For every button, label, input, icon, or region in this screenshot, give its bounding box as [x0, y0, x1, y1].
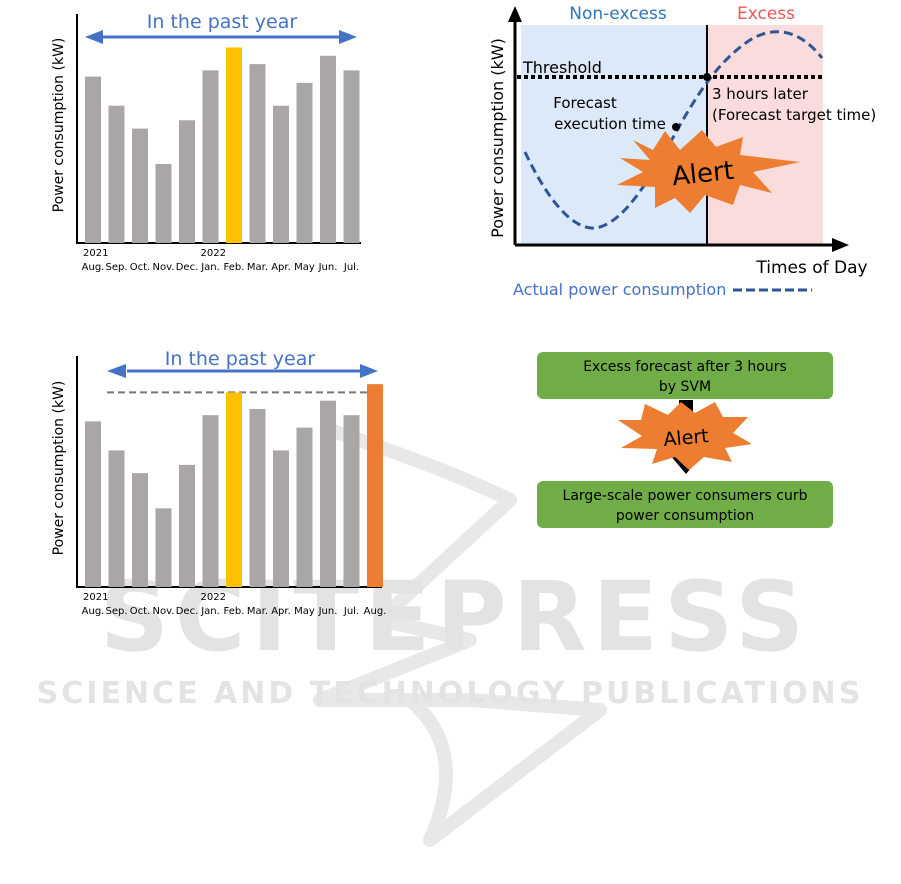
x-tick-label: Feb.	[224, 606, 245, 617]
tick-labels: Aug. Sep. Oct. Nov. Dec. Jan. Feb. Mar. Apr. May J…	[82, 592, 387, 617]
span-label: In the past year	[165, 348, 316, 370]
span-arrow-left-head	[107, 364, 126, 378]
bars	[85, 384, 383, 587]
x-tick-label: Aug.	[364, 606, 387, 617]
y-axis-arrowhead	[508, 6, 522, 22]
alert-burst	[617, 130, 800, 213]
bar-oct-2	[132, 473, 148, 587]
x-tick-label: Nov.	[153, 262, 175, 273]
y-axis-label: Power consumption (kW)	[51, 381, 67, 556]
x-tick-label: Sep.	[105, 262, 127, 273]
flow-alert-burst	[618, 402, 752, 470]
bar-oct-2	[132, 128, 148, 243]
bar-feb-6	[226, 392, 242, 587]
x-tick-label: Sep.	[105, 606, 127, 617]
bar-jun-10	[320, 55, 336, 243]
bar-apr-8	[273, 105, 289, 243]
non-excess-label: Non-excess	[569, 4, 667, 24]
x-axis-label: Times of Day	[755, 258, 867, 278]
x-tick-label: Oct.	[130, 262, 150, 273]
bars	[85, 47, 360, 244]
x-tick-label: Aug.	[82, 262, 105, 273]
x-tick-label: Nov.	[153, 606, 175, 617]
span-arrow-right-head	[339, 30, 357, 44]
x-axis-arrowhead	[832, 238, 849, 252]
x-tick-label: May	[294, 606, 315, 617]
forecast-line-chart: Non-excess Excess Power consumption (kW)…	[488, 4, 876, 299]
forecast-label-line1: Forecast	[553, 94, 617, 112]
x-tick-label: Dec.	[176, 606, 199, 617]
bar-may-9	[296, 82, 313, 243]
bar-feb-6	[226, 47, 242, 244]
x-tick-label: Dec.	[176, 262, 199, 273]
flow-alert-label: Alert	[663, 425, 710, 451]
x-tick-label: May	[294, 262, 315, 273]
excess-label: Excess	[737, 4, 795, 24]
alert-label: Alert	[671, 156, 736, 192]
x-tick-label: Aug.	[82, 606, 105, 617]
x-tick-label: Jul.	[343, 606, 359, 617]
bar-apr-8	[273, 450, 289, 587]
excess-region	[707, 25, 823, 245]
bar-may-9	[296, 427, 313, 587]
target-label-line2: (Forecast target time)	[712, 106, 876, 124]
year-label: 2021	[83, 248, 108, 259]
y-axis-label: Power consumption (kW)	[488, 38, 507, 238]
watermark-swoosh	[313, 423, 607, 847]
threshold-label: Threshold	[522, 58, 602, 77]
alert-flow-diagram: Excess forecast after 3 hours by SVM Ale…	[537, 352, 833, 528]
bar-dec-4	[179, 120, 195, 243]
forecast-execution-point	[672, 123, 680, 131]
x-tick-label: Jun.	[318, 606, 338, 617]
forecast-target-point	[703, 73, 711, 81]
x-tick-label: Jan.	[200, 606, 220, 617]
x-tick-label: Jan.	[200, 262, 220, 273]
bar-jul-11	[343, 415, 360, 587]
bar-aug-12	[367, 384, 383, 587]
flow-box-curb-line2: power consumption	[616, 508, 754, 524]
bar-chart-past-year: In the past year Power consumption (kW) …	[51, 11, 361, 273]
bar-aug-0	[85, 76, 101, 243]
span-label: In the past year	[147, 11, 298, 33]
span-arrow-left-head	[85, 30, 103, 44]
span-arrow-right-head	[360, 364, 378, 378]
non-excess-region	[521, 25, 707, 245]
bar-mar-7	[249, 408, 266, 587]
legend-label: Actual power consumption	[513, 280, 726, 299]
x-tick-label: Apr.	[271, 606, 291, 617]
year-label: 2022	[201, 248, 226, 259]
y-axis-label: Power consumption (kW)	[51, 38, 67, 213]
bar-nov-3	[155, 508, 172, 587]
x-tick-label: Feb.	[224, 262, 245, 273]
watermark-small-text: SCIENCE AND TECHNOLOGY PUBLICATIONS	[37, 676, 864, 711]
bar-jun-10	[320, 400, 336, 587]
bar-mar-7	[249, 64, 266, 244]
bar-jul-11	[343, 70, 360, 243]
x-tick-label: Apr.	[271, 262, 291, 273]
bar-dec-4	[179, 464, 195, 587]
bar-chart-with-new-month: In the past year Power consumption (kW) …	[51, 348, 386, 617]
bar-aug-0	[85, 421, 101, 587]
flow-box-svm-line1: Excess forecast after 3 hours	[583, 359, 787, 375]
flow-box-svm-line2: by SVM	[659, 379, 711, 395]
bar-jan-5	[202, 70, 219, 243]
x-tick-label: Jun.	[318, 262, 338, 273]
bar-jan-5	[202, 415, 219, 587]
year-label: 2022	[201, 592, 226, 603]
x-tick-label: Mar.	[247, 262, 268, 273]
target-label-line1: 3 hours later	[712, 85, 809, 103]
year-label: 2021	[83, 592, 108, 603]
x-tick-label: Jul.	[343, 262, 359, 273]
bar-sep-1	[108, 450, 125, 587]
x-tick-label: Mar.	[247, 606, 268, 617]
forecast-label-line2: execution time	[554, 115, 666, 133]
x-tick-label: Oct.	[130, 606, 150, 617]
flow-box-curb	[537, 481, 833, 528]
bar-nov-3	[155, 163, 172, 243]
flow-box-svm	[537, 352, 833, 399]
flow-box-curb-line1: Large-scale power consumers curb	[563, 488, 808, 504]
bar-sep-1	[108, 105, 125, 243]
tick-labels: Aug. Sep. Oct. Nov. Dec. Jan. Feb. Mar. Apr. May J…	[82, 248, 359, 273]
